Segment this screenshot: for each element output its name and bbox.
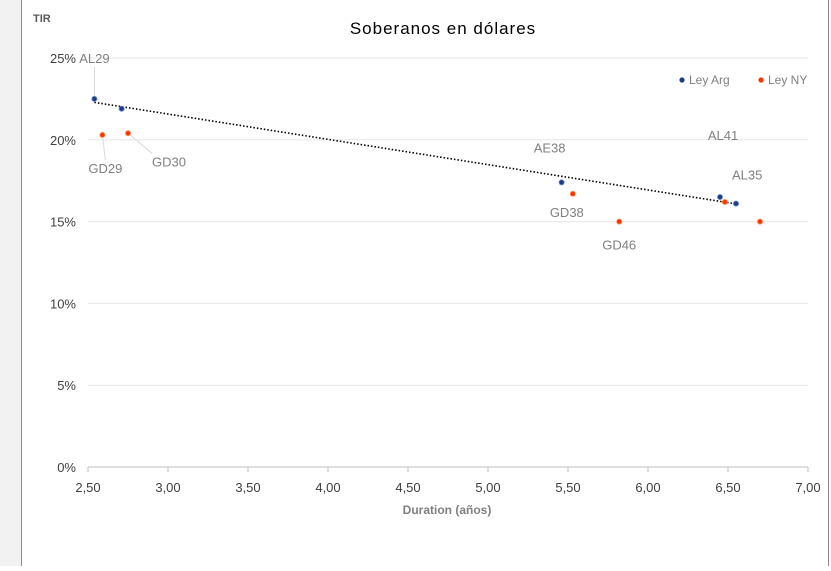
label-leader [101,134,106,160]
point-label: GD29 [88,161,122,176]
point-label: GD30 [152,154,186,169]
y-tick-label: 10% [50,296,76,311]
point-label: AE38 [534,140,566,155]
point-ley-arg [558,179,565,186]
gridlines [88,57,808,386]
point-ley-arg [717,194,724,201]
x-tick-label: 4,50 [395,480,420,495]
x-tick-label: 4,00 [315,480,340,495]
y-tick-label: 5% [57,378,76,393]
point-ley-ny [125,130,132,137]
point-ley-ny [569,190,576,197]
x-tick-label: 6,00 [635,480,660,495]
point-ley-ny [721,198,728,205]
x-tick-label: 5,00 [475,480,500,495]
x-tick-label: 2,50 [75,480,100,495]
point-ley-arg [733,200,740,207]
label-leaders [93,66,153,160]
x-tick-label: 7,00 [795,480,820,495]
point-label: AL41 [708,128,738,143]
point-ley-arg [91,95,98,102]
point-ley-ny [99,131,106,138]
point-ley-ny [616,218,623,225]
y-tick-label: 20% [50,133,76,148]
data-points [91,95,764,225]
legend-marker [679,77,685,83]
chart-area: 0% 5% 10% 15% 20% 25% 2,50 3,00 3,50 4,00 4,50 5,00… [21,0,829,566]
legend-label: Ley Arg [689,73,730,87]
x-tick-label: 6,50 [715,480,740,495]
point-label: GD38 [550,205,584,220]
axes: 0% 5% 10% 15% 20% 25% 2,50 3,00 3,50 4,00 4,50 5,00… [50,51,821,495]
y-tick-label: 0% [57,460,76,475]
x-tick-label: 3,50 [235,480,260,495]
y-tick-label: 25% [50,51,76,66]
legend-label: Ley NY [768,73,807,87]
y-tick-label: 15% [50,215,76,230]
point-ley-arg [118,105,125,112]
point-ley-ny [757,218,764,225]
y-axis-title: TIR [33,13,51,25]
legend: Ley Arg Ley NY [679,73,807,87]
trendline [94,101,737,205]
point-label: AL29 [79,51,109,66]
x-axis-title: Duration (años) [403,503,492,517]
scatter-chart: 0% 5% 10% 15% 20% 25% 2,50 3,00 3,50 4,00 4,50 5,00… [33,13,821,517]
point-label: GD46 [602,238,636,253]
x-tick-label: 3,00 [155,480,180,495]
point-labels: AL29 AE38 AL41 AL35 GD29 GD30 GD38 GD46 [79,51,762,253]
x-tick-label: 5,50 [555,480,580,495]
trendline-path [94,101,737,205]
label-leader [127,132,153,154]
worksheet-margin [0,0,21,566]
point-label: AL35 [732,168,762,183]
legend-marker [758,77,764,83]
chart-title: Soberanos en dólares [350,19,536,38]
